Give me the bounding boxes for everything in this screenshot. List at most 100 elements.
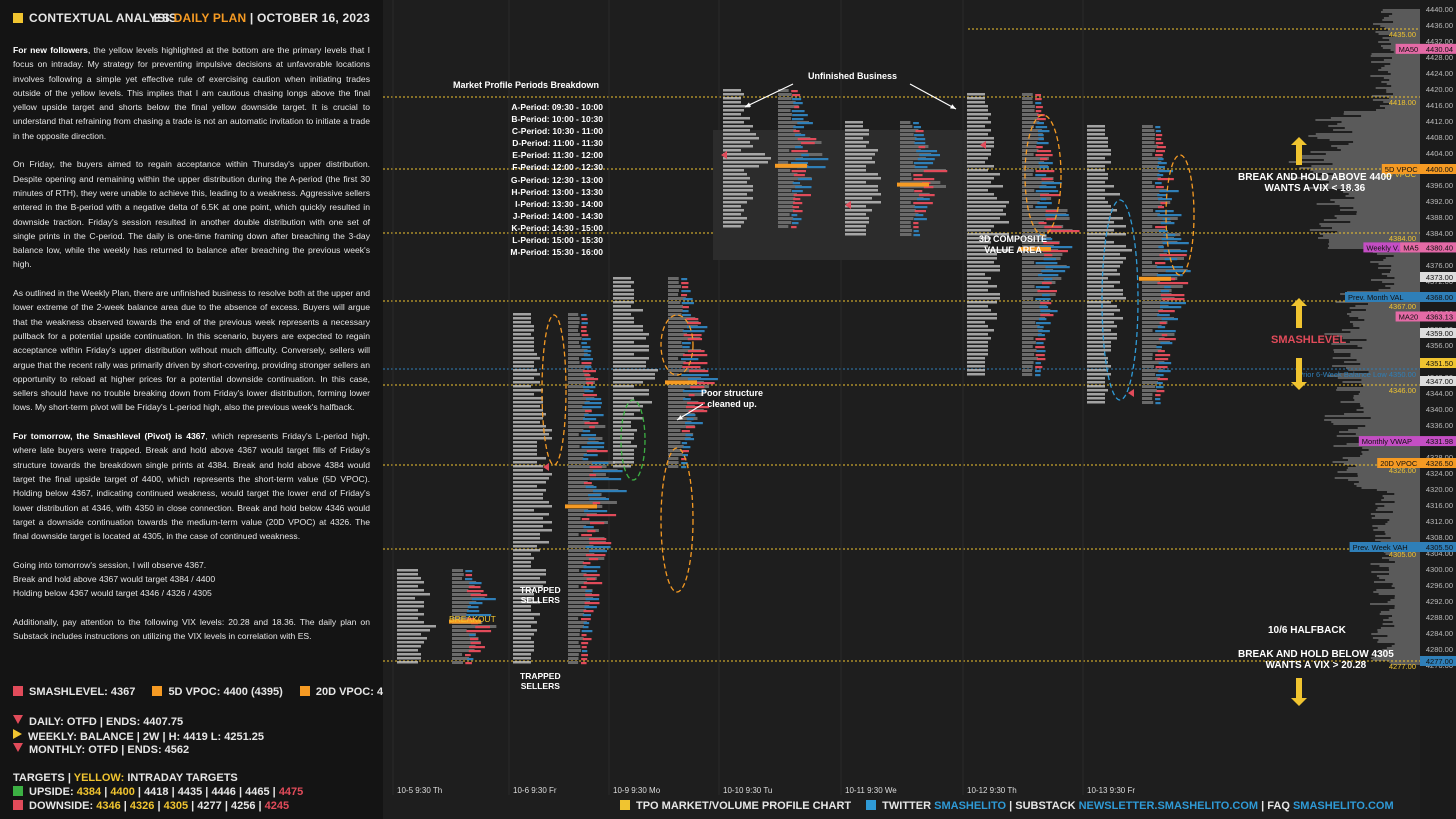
delta-bar <box>1157 162 1167 165</box>
tpo-letters <box>613 305 631 308</box>
volume-bar <box>1349 315 1420 317</box>
volume-bar <box>1288 161 1420 163</box>
tpo-letters <box>1087 285 1114 288</box>
tpo-letters <box>513 553 531 556</box>
substack-link[interactable]: NEWSLETTER.SMASHELITO.COM <box>1078 800 1259 812</box>
volume-profile-bar <box>1142 333 1175 336</box>
volume-profile-bar <box>568 645 581 648</box>
tpo-letters <box>613 297 634 300</box>
volume-bar <box>1384 107 1420 109</box>
volume-profile-bar <box>568 397 595 400</box>
tpo-letters <box>1087 229 1114 232</box>
tpo-letters <box>1087 301 1111 304</box>
tpo-letters <box>1087 225 1126 228</box>
level-label: 4346.00 <box>1389 386 1416 395</box>
volume-bar <box>1357 473 1420 475</box>
volume-bar <box>1356 211 1420 213</box>
volume-profile-bar <box>568 425 606 428</box>
delta-bar <box>1037 202 1052 205</box>
delta-bar <box>681 358 699 361</box>
tpo-letters <box>513 637 531 640</box>
volume-profile-bar <box>568 473 606 476</box>
tpo-letters <box>613 365 646 368</box>
delta-bar <box>585 410 592 413</box>
volume-profile-bar <box>1142 205 1163 208</box>
delta-bar <box>585 554 606 557</box>
volume-bar <box>1390 73 1420 75</box>
volume-profile-bar <box>1022 149 1039 152</box>
volume-profile-bar <box>568 333 580 336</box>
tpo-letters <box>513 349 534 352</box>
level-label: 4418.00 <box>1389 98 1416 107</box>
delta-bar <box>585 594 600 597</box>
tpo-letters <box>613 409 640 412</box>
delta-bar <box>1161 318 1178 321</box>
volume-profile-bar <box>1022 257 1061 260</box>
volume-profile-bar <box>568 337 582 340</box>
panel-title: CONTEXTUAL ANALYSIS <box>29 11 178 25</box>
delta-bar <box>581 318 588 321</box>
volume-bar <box>1313 171 1420 173</box>
faq-link[interactable]: SMASHELITO.COM <box>1292 800 1394 812</box>
axis-tick: 4424.00 <box>1426 69 1453 78</box>
delta-bar <box>583 574 600 577</box>
delta-bar <box>1035 126 1048 129</box>
delta-bar <box>683 398 691 401</box>
tpo-letters <box>845 189 878 192</box>
volume-profile-bar <box>900 201 911 204</box>
highlight-ellipse <box>620 399 646 481</box>
volume-bar <box>1331 343 1420 345</box>
volume-profile-bar <box>568 485 594 488</box>
volume-bar <box>1381 273 1420 275</box>
tag-label-box <box>1363 242 1420 253</box>
delta-bar <box>686 318 699 321</box>
tpo-chart[interactable]: 4440.00 4436.00 4432.00 4428.00 4424.00 4420.… <box>383 0 1456 819</box>
tpo-letters <box>967 229 991 232</box>
delta-bar <box>681 442 688 445</box>
tpo-letters <box>845 213 866 216</box>
delta-bar <box>1159 254 1187 257</box>
twitter-link[interactable]: SMASHELITO <box>934 800 1007 812</box>
session-date: 10-12 9:30 Th <box>967 786 1017 795</box>
delta-bar <box>1162 242 1189 245</box>
volume-profile-bar <box>1142 273 1159 276</box>
volume-bar <box>1329 241 1420 243</box>
volume-profile-bar <box>900 121 911 124</box>
volume-profile-bar <box>1142 373 1156 376</box>
volume-bar <box>1328 125 1420 127</box>
volume-bar <box>1380 653 1420 655</box>
volume-profile-bar <box>568 465 607 468</box>
tpo-letters <box>845 193 881 196</box>
tpo-letters <box>397 629 430 632</box>
delta-bar <box>797 166 826 169</box>
volume-bar <box>1373 23 1420 25</box>
tpo-letters <box>613 449 634 452</box>
volume-profile-bar <box>778 117 791 120</box>
volume-profile-bar <box>900 233 912 236</box>
volume-bar <box>1311 165 1420 167</box>
tpo-letters <box>1087 269 1117 272</box>
volume-profile-bar <box>778 185 802 188</box>
axis-tick: 4300.00 <box>1426 565 1453 574</box>
delta-bar <box>1157 282 1189 285</box>
volume-profile-bar <box>568 385 585 388</box>
volume-profile-bar <box>1142 145 1159 148</box>
tpo-letters <box>513 465 543 468</box>
tpo-letters <box>967 293 1000 296</box>
volume-bar <box>1390 63 1420 65</box>
tpo-letters <box>723 197 753 200</box>
delta-bar <box>1040 310 1058 313</box>
volume-profile-bar <box>778 201 795 204</box>
tpo-letters <box>967 181 991 184</box>
tag-label: Monthly VWAP <box>1362 437 1412 446</box>
volume-bar <box>1360 405 1420 407</box>
delta-bar <box>583 610 594 613</box>
delta-bar <box>1160 222 1175 225</box>
delta-bar <box>683 362 708 365</box>
tpo-letters <box>967 233 1009 236</box>
delta-bar <box>583 454 598 457</box>
tpo-letters <box>967 305 988 308</box>
unfinished-arrow-left <box>745 102 751 107</box>
volume-bar <box>1380 611 1420 613</box>
delta-bar <box>592 470 623 473</box>
